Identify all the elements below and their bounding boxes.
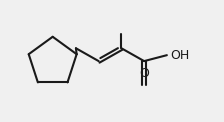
Text: O: O [139, 67, 149, 80]
Text: OH: OH [170, 49, 189, 62]
